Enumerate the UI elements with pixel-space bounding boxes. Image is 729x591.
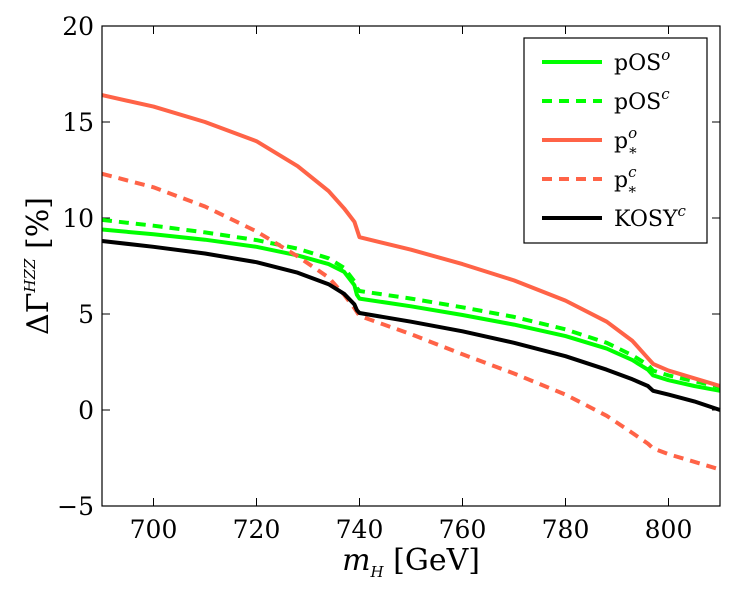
- series-line-1: [101, 227, 721, 393]
- y-tick-label: 15: [62, 108, 94, 137]
- x-tick-label: 760: [439, 515, 487, 544]
- y-tick-label: −5: [57, 492, 94, 521]
- y-tick-label: 10: [62, 204, 94, 233]
- x-tick-label: 740: [336, 515, 384, 544]
- x-axis-label: mH [GeV]: [342, 543, 480, 581]
- series-layer: [101, 93, 721, 472]
- legend-label: KOSYc: [614, 202, 686, 232]
- legend: pOSo pOSc po *pc *KOSYc: [523, 37, 708, 244]
- legend-label: pOSo: [614, 46, 670, 76]
- legend-label: pOSc: [614, 85, 670, 115]
- x-tick-label: 720: [233, 515, 281, 544]
- x-tick-label: 780: [542, 515, 590, 544]
- y-tick-label: 5: [78, 300, 94, 329]
- series-line-5: [101, 239, 721, 412]
- legend-label: po *: [614, 124, 637, 162]
- series-line-3: [101, 93, 721, 388]
- x-tick-label: 700: [130, 515, 178, 544]
- y-tick-label: 20: [62, 12, 94, 41]
- y-axis-label: ΔΓHZZ [%]: [21, 197, 56, 335]
- label-layer: 700 720 740 760 780 800 −5 0 5 10 15 20 mH [GeV] ΔΓHZ…: [21, 12, 692, 581]
- series-line-2: [101, 217, 721, 389]
- y-tick-label: 0: [78, 396, 94, 425]
- plot-frame: [101, 25, 721, 507]
- x-tick-label: 800: [645, 515, 693, 544]
- series-line-4: [101, 171, 721, 472]
- legend-label: pc *: [614, 163, 637, 201]
